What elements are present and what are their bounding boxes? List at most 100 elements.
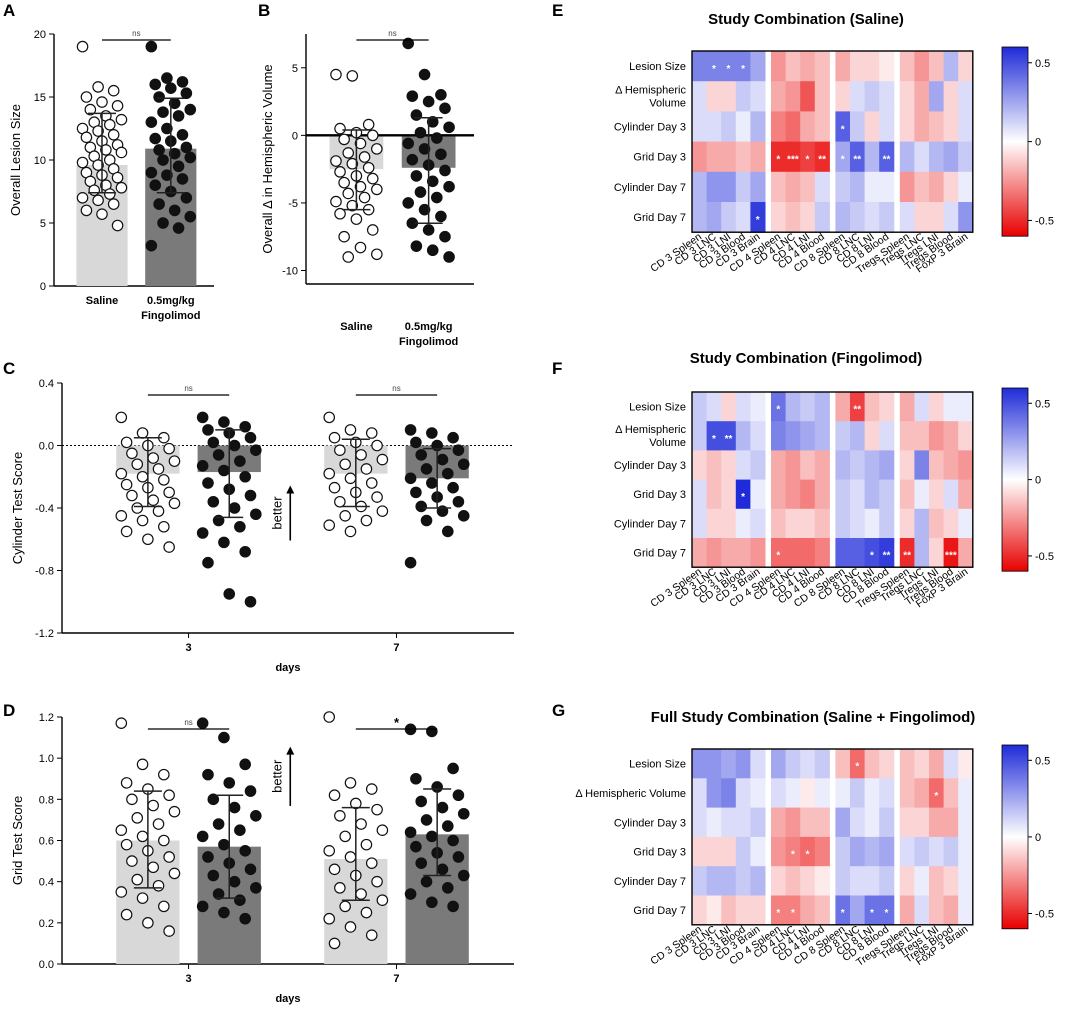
heatmap-cell	[914, 421, 930, 451]
heatmap-cell	[721, 895, 737, 926]
x-category-label: Saline	[86, 295, 118, 307]
data-point-saline	[115, 886, 128, 898]
data-point-saline	[323, 711, 336, 723]
heatmap-cell	[879, 81, 895, 112]
comparison-label: ns	[184, 384, 192, 393]
heatmap-cell	[835, 508, 851, 539]
heatmap-cell	[706, 141, 722, 173]
heatmap-cell	[929, 836, 945, 867]
heatmap-cell	[721, 171, 737, 203]
data-point-fingolimod	[228, 439, 241, 452]
data-point-saline	[328, 789, 341, 802]
data-point-saline	[152, 879, 165, 892]
heatmap-cell	[929, 508, 945, 539]
data-point-saline	[360, 463, 373, 475]
heatmap-cell	[692, 895, 708, 926]
data-point-saline	[323, 519, 336, 531]
data-point-fingolimod	[250, 444, 262, 456]
heatmap-g: Full Study Combination (Saline + Fingoli…	[575, 709, 1054, 969]
data-point-saline	[330, 68, 342, 81]
data-point-saline	[115, 181, 128, 194]
heatmap-cell	[735, 202, 751, 233]
heatmap-cell	[943, 392, 959, 422]
heatmap-cell	[914, 807, 930, 838]
y-tick-label: -0.4	[35, 503, 54, 515]
data-point-saline	[115, 113, 128, 126]
heatmap-frame	[691, 50, 974, 233]
data-point-saline	[120, 838, 133, 851]
heatmap-cell	[814, 171, 830, 203]
data-point-saline	[115, 824, 128, 837]
data-point-saline	[354, 137, 367, 150]
comparison-label: ns	[388, 29, 396, 38]
data-point-fingolimod	[410, 109, 423, 121]
data-point-saline	[342, 147, 355, 159]
heatmap-cell	[814, 836, 830, 867]
heatmap-cell	[706, 202, 722, 233]
data-point-saline	[338, 133, 350, 146]
heatmap-cell	[958, 895, 974, 926]
comparison-label: *	[394, 715, 400, 730]
row-label: Δ Hemispheric	[615, 424, 686, 436]
data-point-saline	[366, 172, 379, 185]
heatmap-cell	[785, 392, 801, 422]
data-point-fingolimod	[218, 906, 230, 919]
data-point-saline	[111, 219, 124, 232]
x-category-label: 7	[393, 642, 399, 654]
heatmap-cell	[914, 171, 930, 203]
data-point-fingolimod	[441, 467, 454, 480]
heatmap-cell	[814, 392, 830, 422]
data-point-saline	[371, 143, 383, 155]
heatmap-cell	[943, 51, 959, 82]
data-point-fingolimod	[145, 40, 158, 53]
data-point-fingolimod	[180, 141, 193, 154]
heatmap-cell	[692, 866, 708, 896]
heatmap-cell	[750, 141, 766, 173]
heatmap-cell	[771, 51, 787, 82]
heatmap-cell	[899, 81, 915, 112]
data-point-saline	[328, 481, 341, 494]
heatmap-cell	[914, 141, 930, 173]
significance-marker: **	[853, 155, 861, 166]
data-point-saline	[107, 84, 120, 97]
data-point-saline	[126, 855, 138, 867]
heatmap-cell	[735, 508, 751, 539]
significance-marker: ***	[945, 551, 957, 562]
data-point-fingolimod	[196, 460, 209, 472]
heatmap-cell	[943, 749, 959, 779]
data-point-fingolimod	[196, 527, 209, 539]
significance-marker: *	[841, 125, 845, 136]
data-point-fingolimod	[207, 436, 220, 449]
data-point-saline	[360, 838, 373, 851]
heatmap-cell	[899, 171, 915, 203]
data-point-saline	[334, 882, 346, 894]
heatmap-cell	[735, 836, 751, 867]
heatmap-cell	[879, 836, 895, 867]
heatmap-f: Study Combination (Fingolimod) Lesion Siz…	[614, 350, 1054, 611]
x-category-label: 3	[185, 973, 191, 985]
data-point-fingolimod	[402, 137, 415, 150]
data-point-fingolimod	[176, 76, 189, 88]
heatmap-cell	[958, 836, 974, 867]
significance-marker: **	[818, 155, 826, 166]
heatmap-cell	[850, 807, 866, 838]
heatmap-title: Full Study Combination (Saline + Fingoli…	[651, 709, 976, 726]
significance-marker: **	[883, 155, 891, 166]
data-point-fingolimod	[207, 495, 220, 508]
heatmap-cell	[800, 538, 816, 568]
data-point-fingolimod	[157, 154, 169, 166]
heatmap-cell	[943, 836, 959, 867]
data-point-fingolimod	[426, 477, 438, 489]
heatmap-cell	[814, 51, 830, 82]
significance-marker: **	[883, 551, 891, 562]
heatmap-cell	[914, 51, 930, 82]
heatmap-cell	[706, 895, 722, 926]
significance-marker: *	[806, 155, 810, 166]
data-point-fingolimod	[441, 820, 454, 832]
y-tick-label: 5	[40, 218, 46, 230]
heatmap-cell	[706, 508, 722, 539]
data-point-fingolimod	[202, 424, 214, 436]
heatmap-cell	[814, 508, 830, 539]
colorbar-tick-label: 0.5	[1035, 755, 1050, 767]
colorbar-tick-label: 0	[1035, 137, 1041, 149]
